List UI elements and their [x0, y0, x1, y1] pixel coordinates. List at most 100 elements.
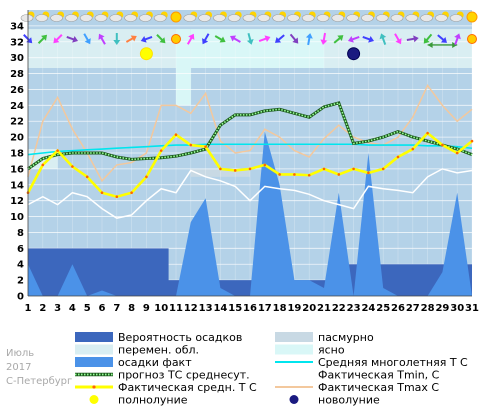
x-tick-label: 14 — [213, 303, 227, 314]
wind-arrow-icon — [37, 34, 48, 44]
legend-swatch — [75, 357, 113, 367]
wind-arrow-icon — [140, 36, 153, 43]
x-tick-label: 19 — [287, 303, 301, 314]
wind-arrow-icon — [362, 36, 375, 43]
legend-item: прогноз ТС среднесут. — [75, 369, 250, 382]
cloud-part — [361, 14, 374, 22]
x-tick-label: 31 — [465, 303, 479, 314]
legend-label: Фактическая Tmax С — [318, 381, 439, 394]
legend-swatch — [275, 344, 313, 355]
legend-item: осадки факт — [75, 356, 192, 369]
wind-arrow-head — [202, 38, 209, 45]
wind-arrow-head — [230, 35, 237, 42]
y-tick-label: 30 — [10, 53, 24, 64]
legend-item: Фактическая Tmax С — [275, 381, 439, 394]
wind-arrow-head — [423, 37, 430, 44]
y-tick-label: 22 — [10, 117, 24, 128]
cloud-sun-icon — [420, 11, 435, 22]
wind-arrow-icon — [246, 32, 254, 45]
cloud-band-clear — [176, 29, 191, 106]
wind-arrow-icon — [423, 33, 433, 44]
cloud-sun-icon — [435, 11, 449, 22]
wind-arrow-icon — [214, 35, 226, 43]
cloud-part — [390, 14, 404, 22]
x-tick-label: 25 — [376, 303, 390, 314]
x-tick-label: 23 — [347, 303, 361, 314]
cloud-part — [198, 14, 211, 22]
legend-item: Фактическая средн. Т С — [75, 381, 257, 394]
wind-arrow-icon — [320, 32, 328, 45]
wind-arrow-head — [395, 38, 402, 45]
cloud-sun-icon — [331, 11, 346, 22]
legend-item: ясно — [275, 344, 345, 357]
x-tick-label: 20 — [302, 303, 316, 314]
wind-arrow-icon — [394, 33, 402, 45]
cloud-part — [405, 14, 419, 22]
legend-swatch — [289, 395, 299, 404]
wind-arrow-head — [454, 33, 461, 40]
fact-mean-point — [411, 147, 415, 151]
wind-arrow-head — [347, 36, 354, 43]
sun-icon-disc — [170, 11, 182, 23]
cloud-part — [435, 14, 448, 22]
fact-mean-point — [352, 167, 355, 171]
wind-arrow-icon — [125, 35, 137, 43]
cloud-part — [124, 14, 137, 22]
cloud-sun-icon — [50, 11, 65, 22]
legend-label: прогноз ТС среднесут. — [118, 369, 250, 382]
x-tick-label: 6 — [99, 303, 106, 314]
wind-arrow-head — [246, 39, 254, 45]
cloud-part — [375, 14, 389, 22]
cloud-part — [109, 14, 123, 22]
fact-mean-point — [204, 145, 207, 148]
wind-arrow-icon — [230, 35, 241, 43]
normal-line — [27, 143, 473, 156]
y-tick-label: 26 — [10, 85, 24, 96]
y-tick-label: 8 — [17, 228, 24, 239]
y-tick-label: 2 — [17, 276, 24, 287]
x-tick-label: 28 — [421, 303, 435, 314]
wind-arrow-head — [275, 36, 282, 43]
x-tick-label: 16 — [243, 303, 257, 314]
wind-arrow-icon — [53, 34, 63, 44]
cloud-sun-icon — [79, 11, 94, 22]
legend-label: Средняя многолетняя Т С — [318, 356, 468, 369]
x-tick-label: 4 — [69, 303, 76, 314]
wind-arrow-icon — [305, 33, 313, 46]
x-tick-label: 18 — [273, 303, 287, 314]
cloud-part — [79, 14, 93, 22]
legend-label: пасмурно — [318, 331, 374, 344]
wind-arrow-icon — [289, 33, 299, 44]
cloud-part — [331, 14, 345, 22]
x-tick-label: 24 — [361, 303, 375, 314]
wind-arrow-head — [188, 33, 195, 40]
temperature-lines-layer — [26, 84, 474, 219]
y-tick-label: 18 — [10, 149, 24, 160]
wind-arrow-head — [113, 40, 121, 45]
y-tick-label: 28 — [10, 69, 24, 80]
fact-mean-point — [189, 143, 193, 147]
x-tick-label: 8 — [128, 303, 135, 314]
cloud-sun-icon — [227, 11, 242, 22]
fact-mean-point — [145, 175, 148, 179]
cloud-sun-icon — [65, 11, 79, 22]
wind-arrow-icon — [186, 33, 195, 45]
cloud-sun-icon — [183, 11, 198, 22]
x-tick-label: 15 — [228, 303, 242, 314]
legend-item: Средняя многолетняя Т С — [275, 356, 468, 369]
wind-arrow-head — [130, 35, 137, 42]
cloud-sun-icon — [35, 11, 50, 22]
y-tick-label: 24 — [10, 101, 24, 112]
wind-arrow-head — [413, 35, 419, 43]
sun-icon — [171, 34, 181, 44]
fact-mean-point — [278, 173, 281, 176]
cloud-part — [50, 14, 63, 22]
range-arrow-right-head — [452, 41, 458, 48]
wind-arrow-icon — [406, 35, 419, 43]
wind-arrow-head — [53, 37, 60, 44]
cloud-part — [301, 14, 315, 22]
fact-mean-point — [85, 175, 89, 179]
precip-fact-area — [28, 131, 472, 296]
wind-arrow-icon — [347, 36, 360, 43]
